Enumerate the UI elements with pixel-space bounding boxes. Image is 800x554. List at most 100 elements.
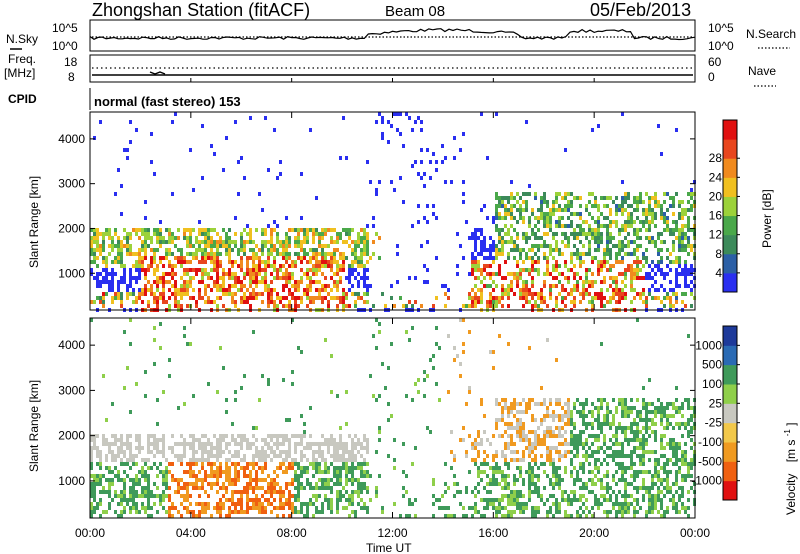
heatmap-cell	[360, 462, 363, 466]
heatmap-cell	[129, 454, 132, 458]
heatmap-cell	[600, 422, 603, 426]
heatmap-cell	[312, 300, 315, 304]
heatmap-cell	[213, 506, 216, 510]
heatmap-cell	[306, 458, 309, 462]
heatmap-cell	[99, 284, 102, 288]
heatmap-cell	[537, 208, 540, 212]
heatmap-cell	[561, 406, 564, 410]
heatmap-cell	[222, 438, 225, 442]
heatmap-cell	[516, 260, 519, 264]
heatmap-cell	[177, 256, 180, 260]
heatmap-cell	[276, 252, 279, 256]
heatmap-cell	[108, 284, 111, 288]
heatmap-cell	[645, 236, 648, 240]
heatmap-cell	[639, 462, 642, 466]
heatmap-cell	[489, 300, 492, 304]
heatmap-cell	[282, 304, 285, 308]
heatmap-cell	[495, 514, 498, 518]
heatmap-cell	[621, 514, 624, 518]
heatmap-cell	[603, 398, 606, 402]
heatmap-cell	[204, 256, 207, 260]
heatmap-cell	[618, 272, 621, 276]
heatmap-cell	[690, 430, 693, 434]
heatmap-cell	[186, 260, 189, 264]
heatmap-cell	[351, 268, 354, 272]
heatmap-cell	[246, 260, 249, 264]
heatmap-cell	[681, 272, 684, 276]
heatmap-cell	[528, 288, 531, 292]
heatmap-cell	[294, 264, 297, 268]
heatmap-cell	[672, 244, 675, 248]
heatmap-cell	[585, 498, 588, 502]
heatmap-cell	[510, 406, 513, 410]
heatmap-cell	[621, 224, 624, 228]
heatmap-cell	[129, 276, 132, 280]
heatmap-cell	[675, 292, 678, 296]
heatmap-cell	[225, 446, 228, 450]
heatmap-cell	[570, 418, 573, 422]
heatmap-cell	[489, 498, 492, 502]
heatmap-cell	[579, 264, 582, 268]
heatmap-cell	[642, 300, 645, 304]
heatmap-cell	[456, 264, 459, 268]
heatmap-cell	[660, 240, 663, 244]
heatmap-cell	[93, 482, 96, 486]
heatmap-cell	[618, 490, 621, 494]
heatmap-cell	[300, 228, 303, 232]
heatmap-cell	[312, 268, 315, 272]
heatmap-cell	[144, 248, 147, 252]
heatmap-cell	[531, 470, 534, 474]
heatmap-cell	[288, 272, 291, 276]
heatmap-cell	[561, 494, 564, 498]
heatmap-cell	[657, 510, 660, 514]
heatmap-cell	[360, 240, 363, 244]
heatmap-cell	[483, 236, 486, 240]
heatmap-cell	[96, 272, 99, 276]
heatmap-cell	[240, 510, 243, 514]
heatmap-cell	[672, 450, 675, 454]
heatmap-cell	[207, 458, 210, 462]
heatmap-cell	[507, 422, 510, 426]
heatmap-cell	[351, 252, 354, 256]
heatmap-cell	[564, 510, 567, 514]
heatmap-cell	[501, 200, 504, 204]
heatmap-cell	[120, 248, 123, 252]
heatmap-cell	[105, 264, 108, 268]
heatmap-cell	[330, 510, 333, 514]
heatmap-cell	[642, 426, 645, 430]
heatmap-cell	[261, 244, 264, 248]
colorbar-tick-label: 24	[709, 170, 723, 184]
heatmap-cell	[636, 426, 639, 430]
heatmap-cell	[165, 486, 168, 490]
x-tick-label: 04:00	[176, 526, 206, 540]
heatmap-cell	[201, 260, 204, 264]
heatmap-cell	[240, 280, 243, 284]
heatmap-cell	[216, 510, 219, 514]
heatmap-cell	[207, 450, 210, 454]
heatmap-cell	[543, 398, 546, 402]
heatmap-cell	[339, 252, 342, 256]
heatmap-cell	[285, 260, 288, 264]
heatmap-cell	[216, 304, 219, 308]
heatmap-cell	[318, 292, 321, 296]
heatmap-cell	[327, 506, 330, 510]
heatmap-cell	[144, 462, 147, 466]
heatmap-cell	[147, 502, 150, 506]
heatmap-cell	[663, 454, 666, 458]
heatmap-cell	[474, 442, 477, 446]
power-ylabel: Slant Range [km]	[27, 176, 41, 268]
heatmap-cell	[255, 284, 258, 288]
heatmap-cell	[498, 402, 501, 406]
heatmap-cell	[192, 474, 195, 478]
heatmap-cell	[165, 256, 168, 260]
heatmap-cell	[519, 502, 522, 506]
heatmap-cell	[318, 244, 321, 248]
heatmap-cell	[630, 398, 633, 402]
heatmap-cell	[162, 284, 165, 288]
heatmap-cell	[558, 430, 561, 434]
heatmap-cell	[636, 398, 639, 402]
heatmap-cell	[645, 216, 648, 220]
heatmap-cell	[591, 402, 594, 406]
heatmap-cell	[606, 252, 609, 256]
velocity-colorbar-label: Velocity [m s -1 ]	[779, 422, 798, 515]
